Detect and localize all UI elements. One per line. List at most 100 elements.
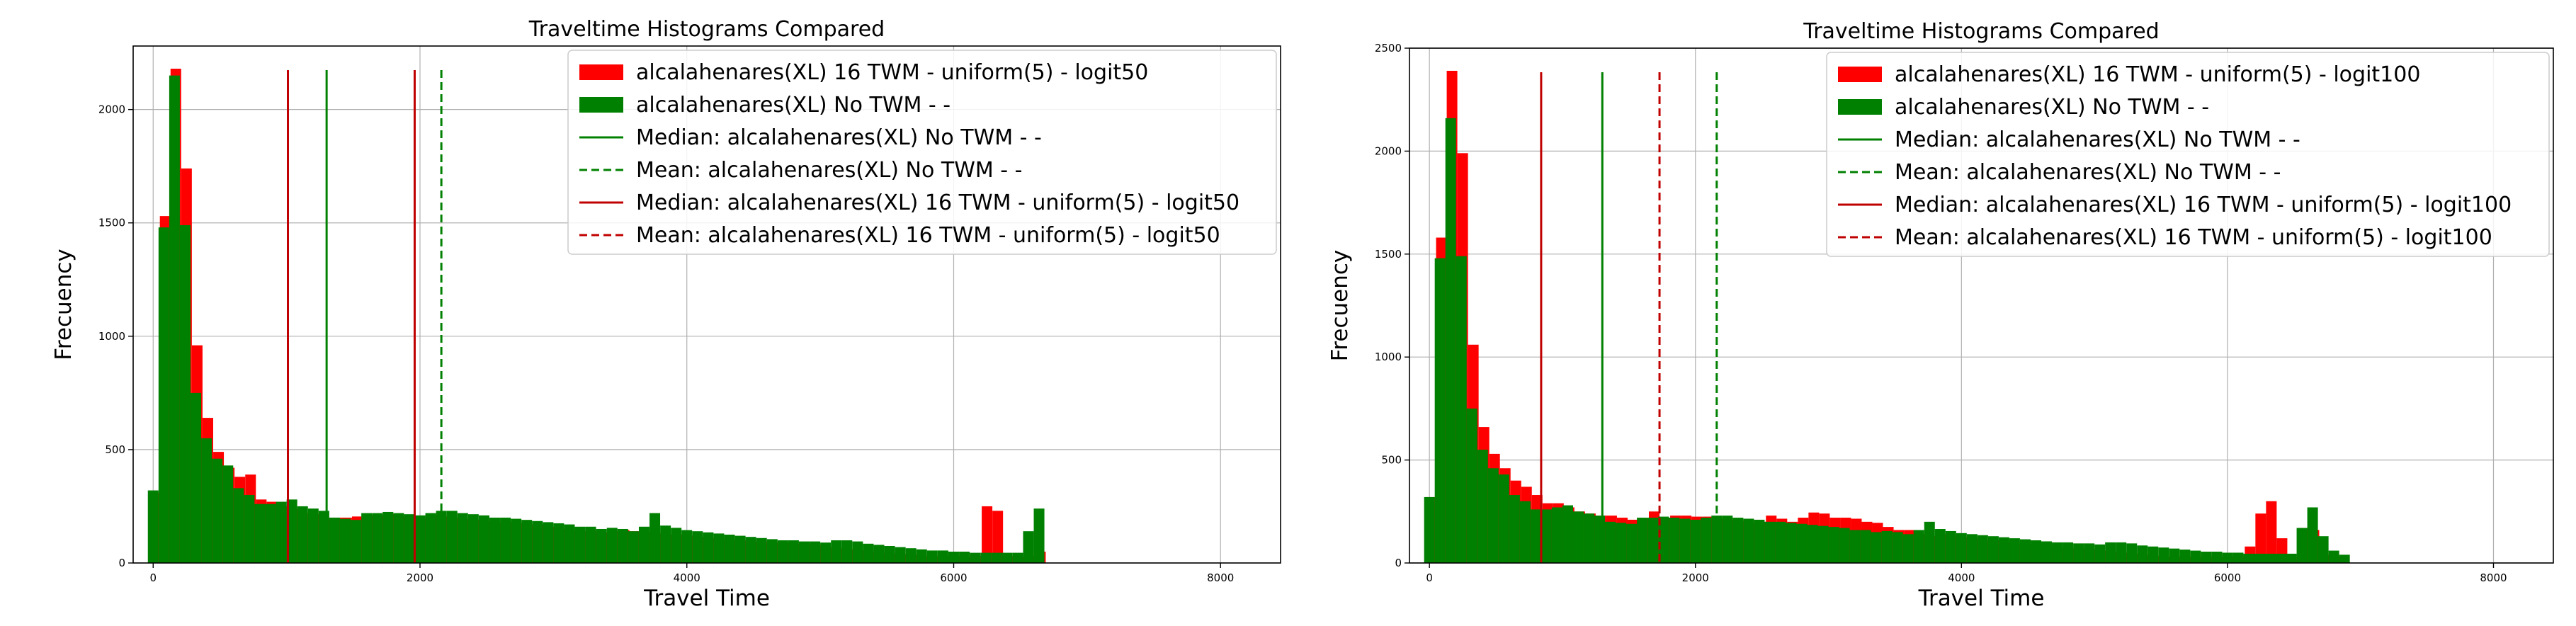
histogram-bar (1541, 509, 1552, 563)
histogram-bar (1647, 518, 1659, 563)
histogram-bar (2296, 528, 2308, 563)
y-axis-label: Frecuency (51, 249, 76, 360)
histogram-bar (734, 535, 746, 563)
histogram-bar (1572, 511, 1584, 563)
x-tick-label: 6000 (2214, 571, 2241, 584)
legend: alcalahenares(XL) 16 TWM - uniform(5) - … (567, 50, 1277, 255)
histogram-bar (244, 494, 255, 563)
histogram-bar (692, 531, 703, 563)
histogram-bar (1456, 256, 1467, 563)
histogram-bar (1913, 530, 1924, 563)
histogram-bar (992, 511, 1004, 563)
y-axis-label: Frecuency (1327, 250, 1353, 362)
histogram-bar (1012, 552, 1023, 563)
legend-label: alcalahenares(XL) 16 TWM - uniform(5) - … (1895, 62, 2420, 87)
y-tick-label: 0 (1395, 557, 1402, 569)
y-tick-label: 500 (1381, 454, 1402, 467)
histogram-bar (1764, 521, 1776, 563)
histogram-bar (799, 541, 810, 563)
legend-label: Median: alcalahenares(XL) No TWM - - (636, 125, 1042, 150)
plot-frame (132, 45, 1281, 564)
x-tick-label: 0 (1426, 571, 1433, 584)
histogram-bar (2317, 536, 2329, 563)
histogram-bar (2052, 542, 2063, 563)
histogram-bar (340, 518, 351, 563)
histogram-bar (1509, 495, 1520, 563)
histogram-bar (2243, 553, 2254, 563)
histogram-bar (2275, 553, 2286, 563)
x-tick-label: 8000 (1207, 571, 1234, 584)
histogram-bar (1551, 507, 1562, 563)
chart-title: Traveltime Histograms Compared (528, 17, 885, 42)
histogram-bar (2179, 550, 2191, 563)
histogram-bar (980, 552, 992, 563)
histogram-bar (948, 551, 959, 563)
histogram-bar (1033, 508, 1045, 563)
histogram-bar (831, 540, 842, 563)
histogram-bar (361, 513, 373, 563)
legend-label: Mean: alcalahenares(XL) 16 TWM - uniform… (1895, 225, 2492, 250)
histogram-bar (810, 541, 821, 563)
histogram-bar (286, 499, 297, 563)
histogram-bar (2201, 552, 2212, 563)
y-tick-label: 1500 (98, 217, 125, 229)
histogram-bar (297, 506, 308, 563)
histogram-bar (2126, 543, 2138, 563)
histogram-bar (1796, 523, 1808, 563)
legend-label: Mean: alcalahenares(XL) 16 TWM - uniform… (636, 223, 1220, 248)
histogram-bar (756, 537, 767, 563)
histogram-bar (2116, 542, 2127, 563)
histogram-bar (1711, 516, 1723, 563)
histogram-bar (393, 513, 404, 563)
chart-1: 0 2000 4000 6000 8000 0 500 1000 1500 2000 Travelt… (51, 17, 1281, 611)
histogram-bar (574, 526, 586, 563)
histogram-bar (2339, 554, 2350, 563)
histogram-bar (1934, 529, 1946, 563)
y-tick-label: 1500 (1375, 248, 1402, 261)
histogram-bar (970, 552, 981, 563)
histogram-bar (2254, 553, 2265, 563)
histogram-bar (766, 539, 778, 563)
histogram-bar (564, 524, 575, 563)
y-tick-label: 1000 (1375, 351, 1402, 363)
x-tick-label: 0 (149, 571, 157, 584)
histogram-bar (222, 465, 234, 563)
histogram-bar (895, 547, 906, 563)
histogram-bar (1998, 537, 2009, 563)
histogram-bar (2286, 553, 2297, 563)
histogram-bar (436, 511, 447, 563)
histogram-bar (638, 526, 649, 563)
histogram-bar (1658, 516, 1669, 563)
histogram-bar (991, 552, 1002, 563)
histogram-bar (1679, 518, 1691, 563)
legend-label: Median: alcalahenares(XL) 16 TWM - unifo… (1895, 193, 2512, 217)
histogram-bar (2147, 546, 2159, 563)
histogram-bar (1871, 532, 1882, 563)
chart-title: Traveltime Histograms Compared (1803, 19, 2159, 44)
histogram-bar (1002, 552, 1013, 563)
y-tick-label: 2500 (1375, 42, 1402, 55)
histogram-bar (863, 543, 874, 563)
histogram-bar (414, 515, 426, 563)
histogram-bar (158, 227, 169, 563)
histogram-bar (233, 488, 244, 563)
histogram-bar (1828, 527, 1839, 563)
histogram-bar (201, 438, 212, 563)
histogram-bar (1434, 258, 1446, 563)
histogram-bar (2030, 540, 2041, 563)
y-tick-label: 2000 (1375, 144, 1402, 157)
y-tick-label: 2000 (98, 103, 125, 116)
histogram-bar (1445, 118, 1456, 563)
histogram-bar (1023, 531, 1034, 563)
histogram-bar (2041, 541, 2053, 563)
histogram-bar (372, 513, 383, 563)
legend-box (567, 50, 1277, 255)
histogram-bar (1743, 518, 1754, 563)
histogram-bar (254, 503, 266, 563)
legend-box (1826, 52, 2550, 257)
histogram-bar (276, 501, 287, 563)
histogram-bar (959, 551, 970, 563)
y-tick-label: 500 (105, 443, 125, 456)
histogram-bar (1498, 474, 1509, 563)
histogram-bar (1669, 518, 1680, 563)
